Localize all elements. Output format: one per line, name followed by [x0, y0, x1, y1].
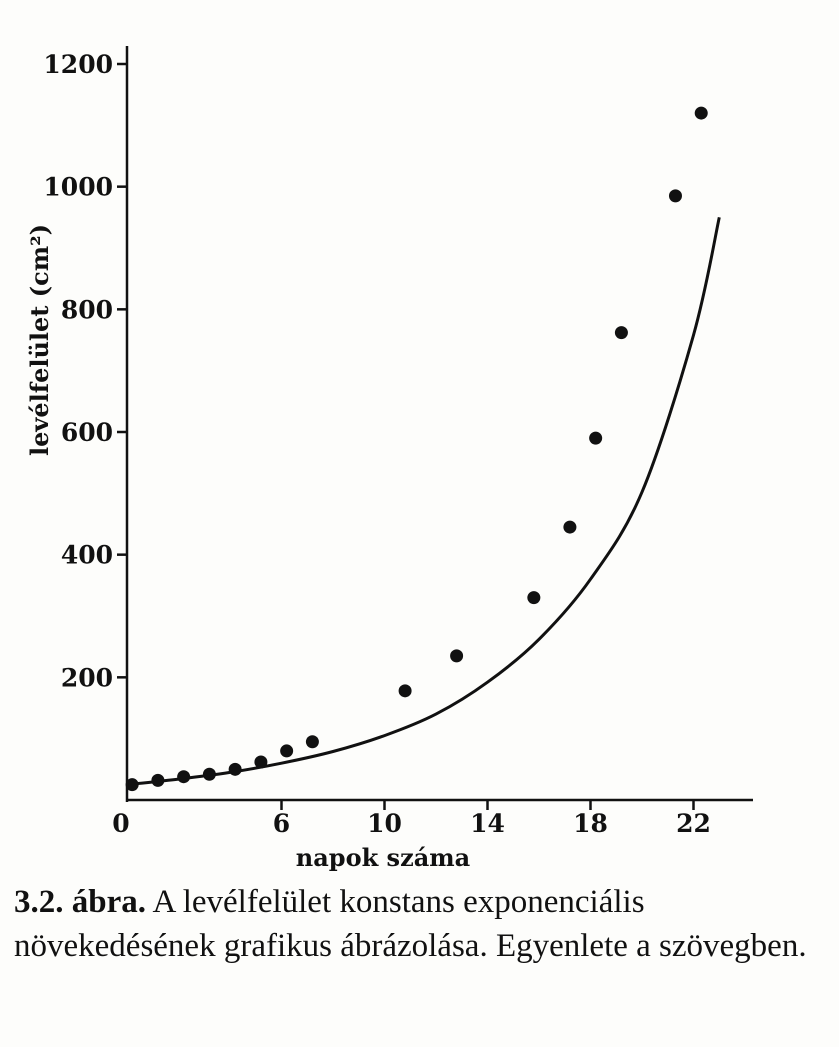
figure-caption: 3.2. ábra. A levélfelület konstans expon…	[14, 880, 824, 968]
y-tick-label: 1200	[43, 50, 113, 79]
x-tick-label: 6	[273, 809, 290, 838]
x-tick-label: 10	[367, 809, 402, 838]
data-point	[151, 773, 165, 787]
axis-ticks: 200 400 600 800 1000 1200 0 6 10 14 18 22	[43, 50, 710, 838]
data-point	[527, 591, 541, 605]
x-axis-label: napok száma	[296, 843, 470, 872]
chart: 200 400 600 800 1000 1200 0 6 10 14 18 22 napok szá…	[25, 46, 753, 872]
y-tick-label: 200	[61, 663, 113, 692]
data-point	[280, 744, 294, 758]
data-point	[450, 649, 464, 663]
data-point	[589, 431, 603, 445]
figure-number: 3.2. ábra.	[14, 884, 146, 920]
data-point	[177, 770, 191, 784]
data-point	[563, 520, 577, 534]
x-tick-label: 14	[470, 809, 505, 838]
fitted-exponential-curve	[126, 216, 721, 787]
y-tick-label: 600	[61, 418, 113, 447]
data-point	[228, 762, 242, 776]
data-point	[614, 326, 628, 340]
data-point	[202, 767, 216, 781]
data-point	[125, 778, 139, 792]
data-point	[398, 684, 412, 698]
y-axis-label: levélfelület (cm²)	[25, 224, 54, 456]
data-point	[668, 189, 682, 203]
data-point	[254, 755, 268, 769]
x-tick-label: 0	[112, 809, 129, 838]
data-point	[305, 735, 319, 749]
y-tick-label: 400	[61, 541, 113, 570]
data-point	[694, 106, 708, 120]
caption-text: A levélfelület konstans exponenciális nö…	[14, 884, 807, 964]
y-tick-label: 800	[61, 295, 113, 324]
x-tick-label: 22	[676, 809, 711, 838]
y-tick-label: 1000	[43, 173, 113, 202]
x-tick-label: 18	[573, 809, 608, 838]
data-points	[125, 106, 708, 792]
